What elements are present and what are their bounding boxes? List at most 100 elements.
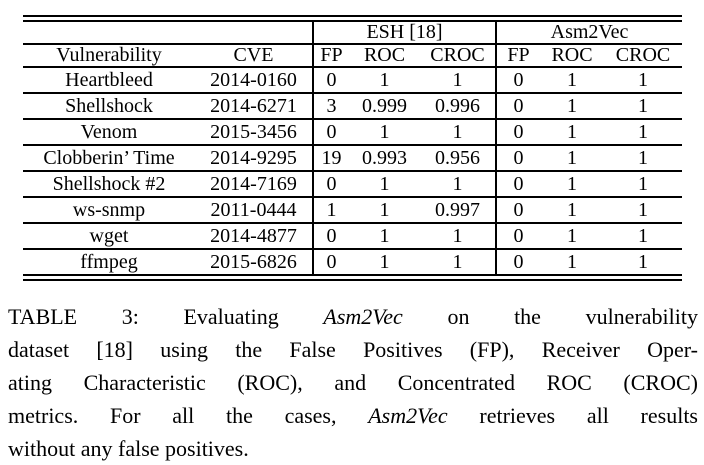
cell-vulnerability: ffmpeg bbox=[23, 249, 195, 276]
table-row: wget 2014-4877 0 1 1 0 1 1 bbox=[23, 223, 683, 250]
caption-text: metrics. For all the cases, bbox=[8, 403, 369, 428]
cell-esh-fp: 3 bbox=[312, 93, 349, 120]
caption-line: ating Characteristic (ROC), and Concentr… bbox=[8, 366, 698, 399]
cell-esh-roc: 0.999 bbox=[349, 93, 420, 120]
cell-asm2vec-roc: 1 bbox=[540, 67, 605, 94]
cell-asm2vec-croc: 1 bbox=[604, 145, 683, 172]
cell-asm2vec-croc: 1 bbox=[604, 249, 683, 276]
cell-esh-croc: 0.996 bbox=[420, 93, 497, 120]
cell-vulnerability: ws-snmp bbox=[23, 197, 195, 224]
cell-asm2vec-roc: 1 bbox=[540, 119, 605, 146]
caption-text: without any false positives. bbox=[8, 436, 249, 461]
cell-cve: 2014-0160 bbox=[195, 67, 313, 94]
cell-vulnerability: Clobberin’ Time bbox=[23, 145, 195, 172]
cell-esh-fp: 0 bbox=[312, 223, 349, 250]
table-row: Heartbleed 2014-0160 0 1 1 0 1 1 bbox=[23, 67, 683, 94]
cell-asm2vec-fp: 0 bbox=[495, 145, 541, 172]
vulnerability-results-table: ESH [18] Asm2Vec Vulnerability CVE FP RO… bbox=[23, 15, 683, 281]
cell-cve: 2014-9295 bbox=[195, 145, 313, 172]
cell-vulnerability: wget bbox=[23, 223, 195, 250]
caption-text: ating Characteristic (ROC), and Concentr… bbox=[8, 370, 698, 395]
group-header-empty bbox=[23, 21, 313, 45]
cell-asm2vec-croc: 1 bbox=[604, 223, 683, 250]
cell-esh-croc: 1 bbox=[420, 119, 497, 146]
table-row: Venom 2015-3456 0 1 1 0 1 1 bbox=[23, 119, 683, 146]
cell-esh-roc: 1 bbox=[349, 119, 420, 146]
caption-italic-asm2vec: Asm2Vec bbox=[368, 403, 448, 428]
cell-asm2vec-roc: 1 bbox=[540, 171, 605, 198]
cell-esh-roc: 1 bbox=[349, 197, 420, 224]
table-row: ffmpeg 2015-6826 0 1 1 0 1 1 bbox=[23, 249, 683, 276]
cell-asm2vec-roc: 1 bbox=[540, 145, 605, 172]
group-header-esh: ESH [18] bbox=[311, 21, 497, 45]
table-caption: TABLE 3: Evaluating Asm2Vec on the vulne… bbox=[8, 300, 698, 465]
cell-asm2vec-fp: 0 bbox=[495, 249, 541, 276]
cell-cve: 2014-6271 bbox=[195, 93, 313, 120]
col-header-croc-asm2vec: CROC bbox=[604, 44, 683, 68]
cell-vulnerability: Heartbleed bbox=[23, 67, 195, 94]
table-row: Shellshock #2 2014-7169 0 1 1 0 1 1 bbox=[23, 171, 683, 198]
cell-cve: 2014-4877 bbox=[195, 223, 313, 250]
group-header-row: ESH [18] Asm2Vec bbox=[23, 21, 683, 45]
cell-vulnerability: Venom bbox=[23, 119, 195, 146]
cell-esh-fp: 0 bbox=[312, 171, 349, 198]
cell-asm2vec-croc: 1 bbox=[604, 119, 683, 146]
caption-line: TABLE 3: Evaluating Asm2Vec on the vulne… bbox=[8, 300, 698, 333]
cell-asm2vec-fp: 0 bbox=[495, 197, 541, 224]
cell-esh-roc: 1 bbox=[349, 67, 420, 94]
cell-esh-croc: 0.997 bbox=[420, 197, 497, 224]
cell-vulnerability: Shellshock #2 bbox=[23, 171, 195, 198]
cell-asm2vec-roc: 1 bbox=[540, 197, 605, 224]
cell-esh-croc: 1 bbox=[420, 249, 497, 276]
col-header-cve: CVE bbox=[195, 44, 313, 68]
cell-esh-croc: 1 bbox=[420, 67, 497, 94]
cell-esh-fp: 19 bbox=[312, 145, 349, 172]
cell-esh-croc: 0.956 bbox=[420, 145, 497, 172]
caption-line: without any false positives. bbox=[8, 432, 698, 465]
cell-asm2vec-roc: 1 bbox=[540, 93, 605, 120]
column-header-row: Vulnerability CVE FP ROC CROC FP ROC CRO… bbox=[23, 44, 683, 68]
cell-esh-croc: 1 bbox=[420, 171, 497, 198]
cell-asm2vec-fp: 0 bbox=[495, 93, 541, 120]
cell-esh-roc: 1 bbox=[349, 223, 420, 250]
cell-cve: 2011-0444 bbox=[195, 197, 313, 224]
cell-asm2vec-croc: 1 bbox=[604, 171, 683, 198]
cell-cve: 2014-7169 bbox=[195, 171, 313, 198]
caption-line: metrics. For all the cases, Asm2Vec retr… bbox=[8, 399, 698, 432]
cell-esh-fp: 1 bbox=[312, 197, 349, 224]
caption-text: TABLE 3: Evaluating bbox=[8, 304, 324, 329]
col-header-roc-asm2vec: ROC bbox=[540, 44, 605, 68]
table-row: Shellshock 2014-6271 3 0.999 0.996 0 1 1 bbox=[23, 93, 683, 120]
cell-asm2vec-croc: 1 bbox=[604, 67, 683, 94]
table-row: Clobberin’ Time 2014-9295 19 0.993 0.956… bbox=[23, 145, 683, 172]
cell-asm2vec-fp: 0 bbox=[495, 119, 541, 146]
cell-esh-fp: 0 bbox=[312, 249, 349, 276]
caption-line: dataset [18] using the False Positives (… bbox=[8, 333, 698, 366]
cell-vulnerability: Shellshock bbox=[23, 93, 195, 120]
col-header-fp-esh: FP bbox=[312, 44, 349, 68]
caption-text: on the vulnerability bbox=[402, 304, 698, 329]
cell-asm2vec-roc: 1 bbox=[540, 223, 605, 250]
cell-esh-roc: 1 bbox=[349, 171, 420, 198]
col-header-croc-esh: CROC bbox=[420, 44, 497, 68]
cell-esh-roc: 0.993 bbox=[349, 145, 420, 172]
col-header-roc-esh: ROC bbox=[349, 44, 420, 68]
caption-italic-asm2vec: Asm2Vec bbox=[323, 304, 403, 329]
cell-esh-croc: 1 bbox=[420, 223, 497, 250]
cell-esh-fp: 0 bbox=[312, 67, 349, 94]
results-table: ESH [18] Asm2Vec Vulnerability CVE FP RO… bbox=[23, 20, 683, 276]
cell-esh-roc: 1 bbox=[349, 249, 420, 276]
cell-esh-fp: 0 bbox=[312, 119, 349, 146]
group-header-asm2vec: Asm2Vec bbox=[495, 21, 683, 45]
caption-text: retrieves all results bbox=[447, 403, 698, 428]
col-header-fp-asm2vec: FP bbox=[495, 44, 541, 68]
cell-asm2vec-fp: 0 bbox=[495, 223, 541, 250]
cell-asm2vec-fp: 0 bbox=[495, 67, 541, 94]
cell-asm2vec-croc: 1 bbox=[604, 93, 683, 120]
cell-asm2vec-roc: 1 bbox=[540, 249, 605, 276]
cell-asm2vec-croc: 1 bbox=[604, 197, 683, 224]
col-header-vulnerability: Vulnerability bbox=[23, 44, 195, 68]
cell-asm2vec-fp: 0 bbox=[495, 171, 541, 198]
table-row: ws-snmp 2011-0444 1 1 0.997 0 1 1 bbox=[23, 197, 683, 224]
